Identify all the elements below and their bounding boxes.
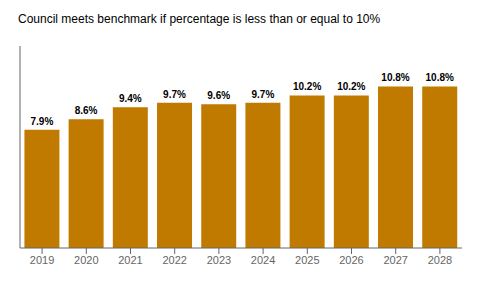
svg-text:10.2%: 10.2% (337, 81, 365, 92)
svg-text:9.6%: 9.6% (207, 90, 230, 101)
svg-text:9.4%: 9.4% (119, 93, 142, 104)
html-text:Council meets benchmark if per: Council meets benchmark if percentage is… (18, 12, 381, 26)
svg-text:2025: 2025 (295, 254, 319, 266)
svg-text:8.6%: 8.6% (75, 105, 98, 116)
svg-text:9.7%: 9.7% (163, 89, 186, 100)
svg-text:2023: 2023 (207, 254, 231, 266)
svg-text:2019: 2019 (30, 254, 54, 266)
svg-text:2026: 2026 (339, 254, 363, 266)
svg-text:7.9%: 7.9% (31, 116, 54, 127)
svg-text:2020: 2020 (74, 254, 98, 266)
svg-text:10.2%: 10.2% (293, 81, 321, 92)
svg-text:2027: 2027 (383, 254, 407, 266)
svg-text:2028: 2028 (428, 254, 452, 266)
svg-text:2024: 2024 (251, 254, 275, 266)
svg-text:2022: 2022 (162, 254, 186, 266)
svg-text:10.8%: 10.8% (426, 72, 454, 83)
svg-text:10.8%: 10.8% (381, 72, 409, 83)
svg-text:2021: 2021 (118, 254, 142, 266)
svg-text:9.7%: 9.7% (252, 89, 275, 100)
